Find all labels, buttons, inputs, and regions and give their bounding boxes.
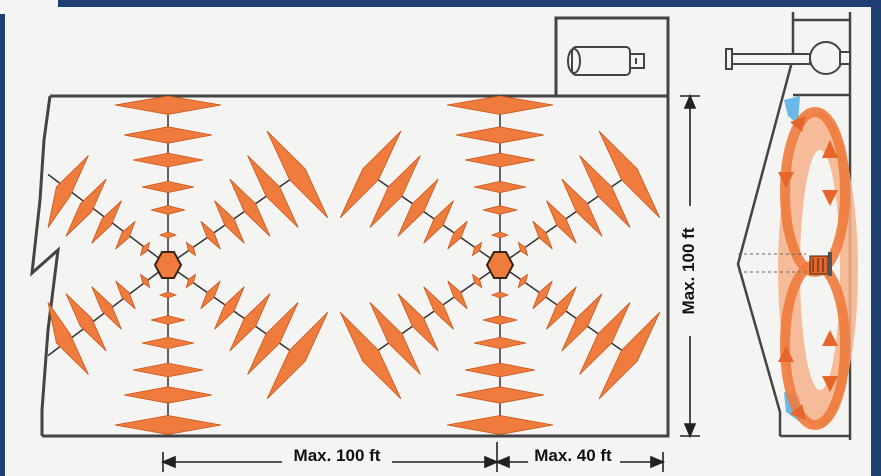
airflow-blade <box>229 293 271 352</box>
airflow-arrows <box>778 116 838 420</box>
airflow-patterns <box>47 95 661 435</box>
airflow-blade <box>455 386 545 404</box>
airflow-blade <box>141 180 195 194</box>
airflow-blade <box>132 152 204 168</box>
dimension-depth-label: Max. 100 ft <box>679 227 698 314</box>
airflow-blade <box>247 155 299 228</box>
airflow-blade <box>150 205 186 215</box>
label-bg-depth <box>674 206 700 336</box>
airflow-blade <box>546 200 577 244</box>
airflow-blade <box>266 130 329 219</box>
airflow-blade <box>247 302 299 375</box>
paper-background <box>5 7 871 476</box>
airflow-blade <box>532 220 553 250</box>
airflow-blade <box>150 315 186 325</box>
airflow-blade <box>579 155 631 228</box>
airflow-blade <box>490 231 510 239</box>
floor-plan <box>30 16 670 438</box>
airflow-blade <box>141 336 195 350</box>
airflow-blade <box>114 95 222 115</box>
airflow-blade <box>447 220 468 250</box>
airflow-blade <box>158 291 178 299</box>
equipment-room <box>554 16 670 98</box>
airflow-blade <box>447 280 468 310</box>
side-unit-icon <box>809 252 832 276</box>
airflow-blade <box>464 362 536 378</box>
airflow-blade <box>423 200 454 244</box>
airflow-blade <box>561 178 603 237</box>
airflow-blade <box>482 315 518 325</box>
airflow-blade <box>91 200 122 244</box>
airflow-blade <box>546 286 577 330</box>
airflow-blade <box>471 273 483 289</box>
airflow-blade <box>185 273 197 289</box>
airflow-blade <box>132 362 204 378</box>
heater-unit-icon <box>567 46 645 76</box>
dimension-spacing-label: Max. 100 ft <box>294 446 381 465</box>
airflow-blade <box>229 178 271 237</box>
frame-notch <box>0 0 58 14</box>
airflow-blade <box>200 280 221 310</box>
airflow-blade <box>158 231 178 239</box>
circulation-unit-left <box>153 251 183 279</box>
airflow-blade <box>91 286 122 330</box>
side-view-roof-left <box>736 12 795 436</box>
plan-outer-wall <box>42 94 670 438</box>
airflow-blade <box>598 130 661 219</box>
airflow-blade <box>200 220 221 250</box>
circulation-unit-right <box>485 251 515 279</box>
airflow-blade <box>339 311 402 400</box>
airflow-blade <box>532 280 553 310</box>
airflow-blade <box>473 180 527 194</box>
airflow-blade <box>266 311 329 400</box>
airflow-blade <box>517 273 529 289</box>
cool-air-top <box>784 96 800 124</box>
airflow-blade <box>47 155 89 228</box>
airflow-blade <box>214 200 245 244</box>
airflow-blade <box>139 241 151 257</box>
airflow-blade <box>123 126 213 144</box>
airflow-blade <box>115 220 136 250</box>
plan-broken-wall <box>30 95 60 436</box>
airflow-blade <box>473 336 527 350</box>
airflow-blade <box>446 415 554 435</box>
airflow-blade <box>598 311 661 400</box>
airflow-blade <box>397 178 439 237</box>
label-bg-spacing <box>282 444 392 466</box>
airflow-blade <box>65 178 107 237</box>
airflow-blade <box>455 126 545 144</box>
label-bg-wall <box>528 444 620 466</box>
airflow-blade <box>471 241 483 257</box>
airflow-blade <box>561 293 603 352</box>
airflow-blade <box>339 130 402 219</box>
airflow-blade <box>397 293 439 352</box>
side-heater-icon <box>725 41 851 75</box>
airflow-blade <box>482 205 518 215</box>
airflow-blade <box>446 95 554 115</box>
airflow-blade <box>214 286 245 330</box>
airflow-blade <box>423 286 454 330</box>
airflow-blade <box>517 241 529 257</box>
airflow-blade <box>47 302 89 375</box>
airflow-blade <box>139 273 151 289</box>
airflow-blade <box>185 241 197 257</box>
side-view-guides <box>738 253 806 273</box>
airflow-blade <box>490 291 510 299</box>
airflow-blade <box>114 415 222 435</box>
airflow-blade <box>464 152 536 168</box>
airflow-blade <box>369 302 421 375</box>
dimension-wall-label: Max. 40 ft <box>534 446 612 465</box>
side-view-cross-section <box>725 12 858 440</box>
airflow-blade <box>579 302 631 375</box>
airflow-blade <box>65 293 107 352</box>
airflow-blade <box>123 386 213 404</box>
airflow-blade <box>369 155 421 228</box>
airflow-blade <box>115 280 136 310</box>
